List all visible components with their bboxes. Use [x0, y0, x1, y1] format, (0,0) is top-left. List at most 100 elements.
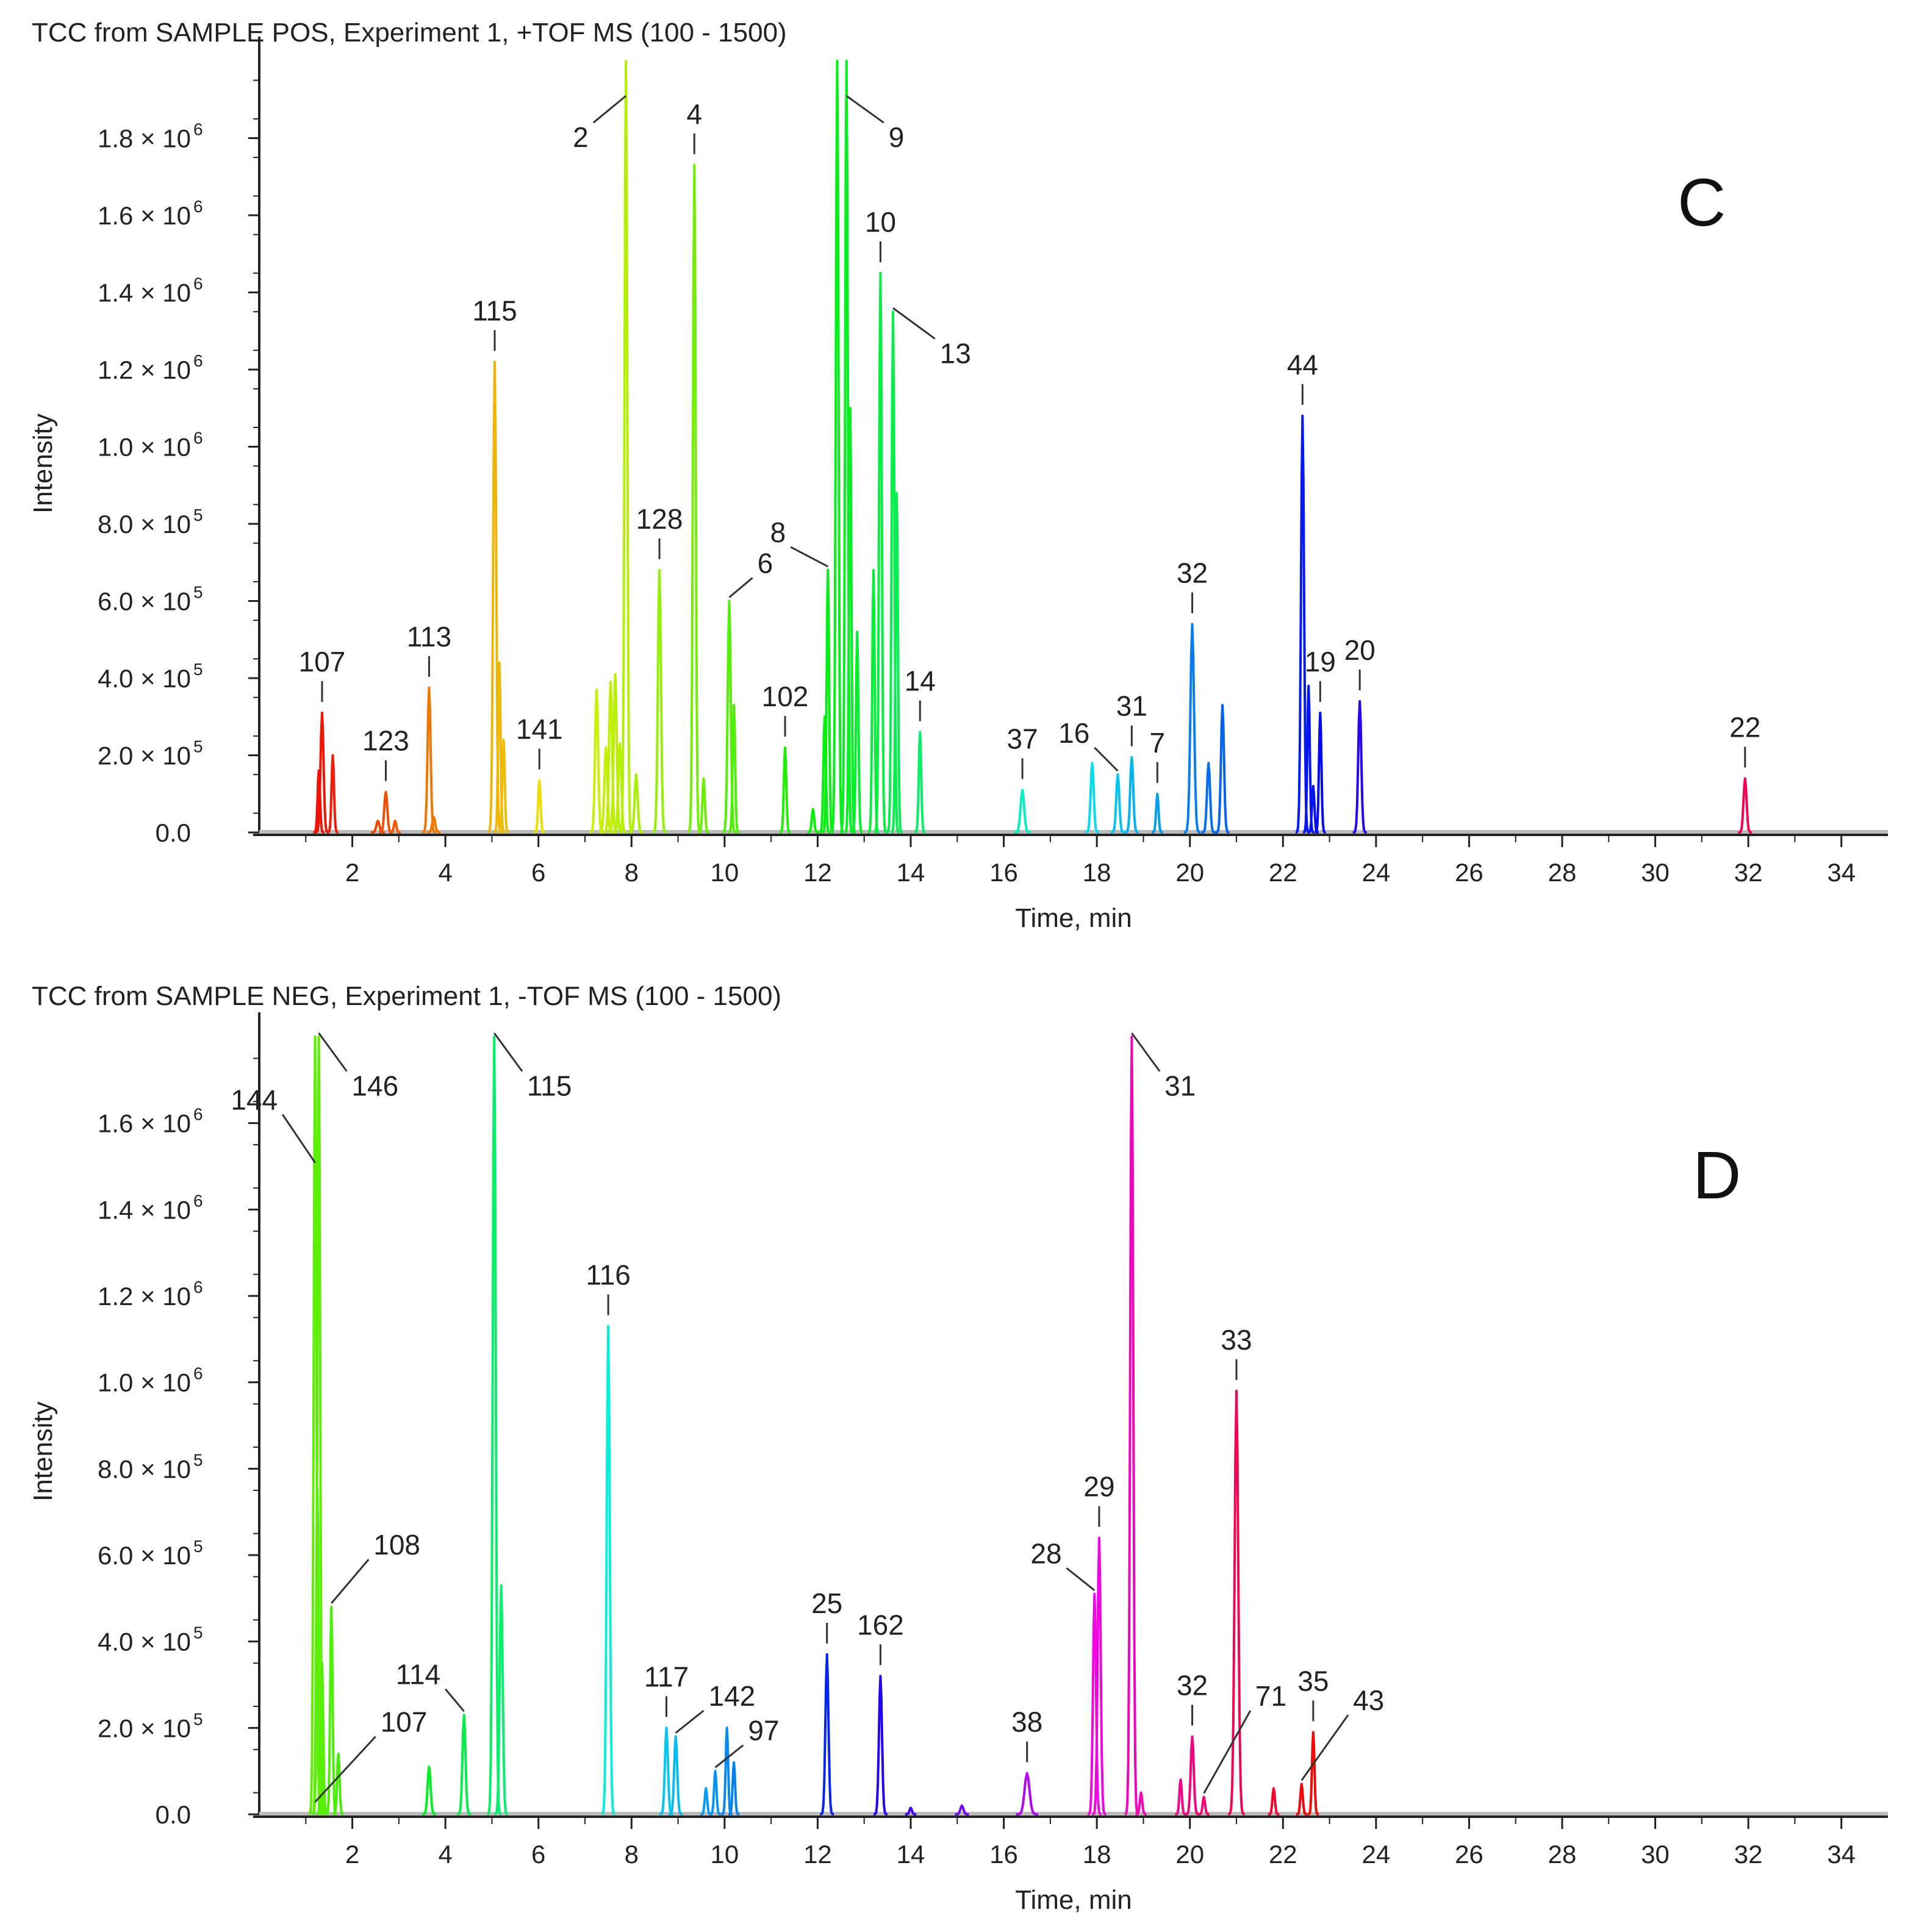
peak-label: 115	[472, 295, 517, 326]
chromatogram-peak	[1174, 1778, 1187, 1816]
chromatogram-peak	[378, 790, 393, 834]
x-tick-label: 20	[1175, 1840, 1204, 1869]
x-tick-label: 6	[531, 1840, 545, 1869]
peak-label: 35	[1297, 1665, 1329, 1697]
chromatogram-peak	[722, 599, 737, 834]
annotation-leader	[444, 1688, 465, 1712]
chromatogram-peak	[332, 1752, 345, 1816]
peak-label: 44	[1287, 349, 1318, 381]
peak-label: 13	[940, 337, 971, 369]
peak-label: 10	[865, 206, 896, 238]
y-tick-label: 1.2 × 10	[98, 1282, 191, 1311]
chromatogram-peak	[867, 568, 880, 834]
y-tick-label: 8.0 × 10	[98, 510, 191, 538]
chromatogram-peak	[1228, 1389, 1245, 1816]
x-tick-label: 6	[531, 858, 545, 887]
y-tick-exponent: 5	[193, 583, 203, 602]
x-tick-label: 22	[1269, 858, 1297, 887]
annotation-leader	[331, 1559, 370, 1604]
chromatogram-peak	[728, 1761, 741, 1816]
chromatogram-peak	[1295, 1783, 1308, 1816]
chromatogram-peak	[311, 1489, 324, 1816]
chromatogram-peak	[806, 808, 819, 834]
peak-label: 117	[644, 1661, 689, 1692]
chromatogram-peak	[1183, 623, 1201, 834]
chromatogram-peak	[601, 1325, 616, 1816]
peak-label: 20	[1344, 634, 1376, 666]
annotation-leader	[281, 1114, 316, 1164]
peak-label: 113	[407, 621, 451, 653]
chromatogram-peak	[589, 689, 604, 834]
annotation-leader	[1094, 746, 1119, 772]
peak-label: 16	[1058, 717, 1089, 749]
y-tick-label: 1.0 × 10	[98, 1368, 191, 1397]
chromatogram-peak	[914, 731, 927, 834]
chromatogram-peak	[1014, 789, 1031, 834]
peak-label: 22	[1729, 711, 1760, 743]
peak-label: 28	[1030, 1537, 1061, 1569]
y-tick-label: 1.0 × 10	[98, 433, 191, 462]
peak-label: 32	[1177, 557, 1208, 589]
x-axis-label: Time, min	[1015, 1885, 1132, 1915]
chromatogram-peak	[1352, 700, 1368, 834]
chromatogram-peak	[1110, 773, 1125, 834]
chart-panel-c: TCC from SAMPLE POS, Experiment 1, +TOF …	[28, 18, 1888, 933]
y-tick-exponent: 5	[193, 506, 203, 524]
chromatogram-peak	[456, 1714, 472, 1816]
chromatogram-peak	[493, 661, 506, 834]
y-tick-label: 1.6 × 10	[98, 201, 191, 230]
chromatogram-peak	[487, 360, 502, 834]
peak-label: 33	[1221, 1324, 1252, 1356]
y-tick-exponent: 6	[193, 351, 203, 370]
chromatogram-peak	[1091, 1536, 1107, 1816]
x-tick-label: 12	[803, 858, 832, 887]
peak-label: 146	[351, 1070, 398, 1102]
peak-label: 31	[1164, 1070, 1196, 1102]
annotation-leader	[314, 1736, 376, 1803]
y-tick-label: 1.8 × 10	[98, 124, 191, 153]
chromatogram-peak	[619, 60, 633, 834]
chromatogram-peak	[389, 820, 401, 834]
x-tick-label: 14	[897, 858, 925, 887]
chromatogram-peak	[700, 1787, 712, 1816]
chromatogram-peak	[1087, 1592, 1102, 1816]
chromatogram-peak	[697, 777, 710, 834]
peak-label: 29	[1083, 1471, 1114, 1503]
y-tick-label: 0.0	[156, 1800, 191, 1829]
peak-label: 31	[1116, 690, 1147, 722]
chart-title: TCC from SAMPLE NEG, Experiment 1, -TOF …	[32, 981, 781, 1011]
peak-label: 162	[857, 1609, 904, 1640]
x-tick-label: 30	[1641, 1840, 1670, 1869]
x-axis-label: Time, min	[1015, 903, 1132, 933]
x-tick-label: 30	[1641, 858, 1670, 887]
y-tick-exponent: 6	[193, 1278, 203, 1297]
y-tick-exponent: 5	[193, 1537, 203, 1556]
chromatogram-peak	[1215, 704, 1230, 834]
y-tick-exponent: 6	[193, 120, 203, 139]
chromatogram-peak	[818, 715, 831, 834]
x-tick-label: 32	[1734, 1840, 1763, 1869]
peak-label: 107	[299, 646, 346, 678]
x-tick-label: 2	[345, 1840, 359, 1869]
chromatogram-peak	[873, 1675, 888, 1816]
chromatogram-peak	[830, 60, 844, 834]
x-tick-label: 26	[1455, 1840, 1483, 1869]
annotation-leader	[1203, 1710, 1252, 1794]
peak-label: 4	[686, 98, 702, 130]
chromatogram-peak	[728, 704, 741, 834]
y-tick-label: 4.0 × 10	[98, 664, 191, 693]
peak-label: 123	[362, 725, 409, 757]
chromatogram-peak	[487, 1036, 502, 1816]
baseline-band	[259, 1812, 1888, 1818]
x-tick-label: 34	[1827, 858, 1856, 887]
chromatogram-peak	[1124, 756, 1139, 834]
x-tick-label: 28	[1548, 1840, 1577, 1869]
peak-label: 108	[373, 1529, 420, 1561]
y-tick-exponent: 6	[193, 1105, 203, 1124]
annotation-leader	[675, 1709, 705, 1734]
chromatogram-peak	[612, 742, 628, 834]
chromatogram-peak	[326, 754, 339, 834]
chromatogram-peak	[316, 1662, 328, 1816]
chromatogram-peak	[886, 310, 900, 834]
